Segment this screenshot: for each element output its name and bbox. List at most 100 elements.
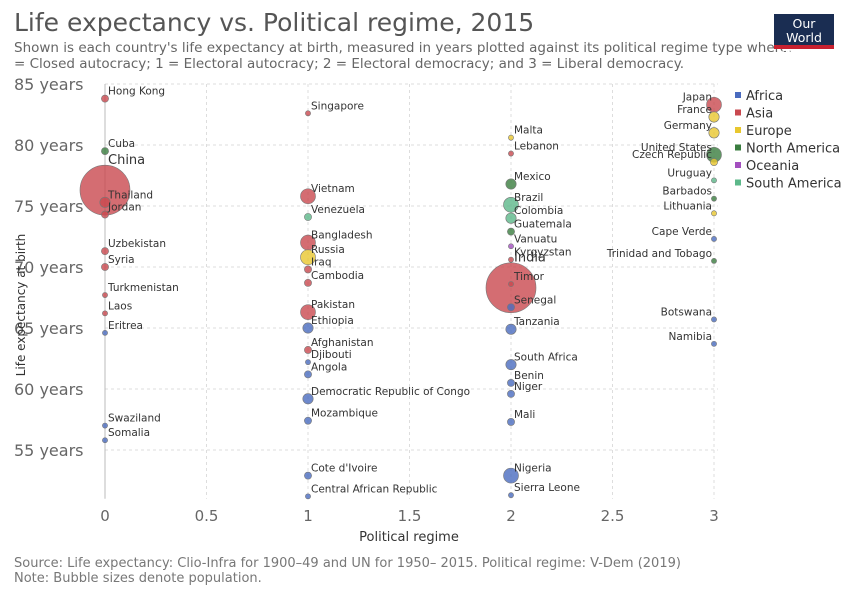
y-tick-label: 85 years — [14, 75, 83, 94]
point-label: India — [514, 251, 546, 266]
point-label: Sierra Leone — [514, 482, 580, 494]
bubble — [711, 341, 716, 346]
bubble — [508, 135, 513, 140]
point-label: Brazil — [514, 192, 543, 204]
legend-label: Oceania — [746, 159, 799, 174]
bubble — [711, 317, 716, 322]
bubble — [102, 311, 107, 316]
point-label: Venezuela — [311, 204, 365, 216]
point-label: Botswana — [661, 306, 712, 318]
legend-label: Asia — [746, 107, 773, 122]
x-tick-label: 0.5 — [195, 507, 219, 525]
point-label: Cambodia — [311, 270, 364, 282]
source-note: Source: Life expectancy: Clio-Infra for … — [14, 556, 681, 571]
footer: Source: Life expectancy: Clio-Infra for … — [14, 556, 681, 586]
bubble — [711, 196, 716, 201]
x-tick-label: 1.5 — [398, 507, 422, 525]
point-label: Ethiopia — [311, 315, 354, 327]
point-label: Djibouti — [311, 349, 352, 361]
legend-swatch — [735, 92, 741, 98]
bubble — [711, 211, 716, 216]
x-tick-label: 2 — [506, 507, 516, 525]
point-label: Niger — [514, 381, 543, 393]
point-label: Mali — [514, 409, 535, 421]
y-axis-label: Life expectancy at birth — [14, 234, 28, 377]
x-tick-label: 3 — [709, 507, 719, 525]
legend: Africa Asia Europe North America Oceania Sout… — [735, 89, 842, 192]
bubble-note: Note: Bubble sizes denote population. — [14, 571, 681, 586]
x-tick-label: 2.5 — [601, 507, 625, 525]
bubble — [508, 281, 513, 286]
bubble — [102, 292, 107, 297]
legend-swatch — [735, 162, 741, 168]
x-axis-label: Political regime — [359, 530, 459, 545]
point-label: Timor — [513, 271, 545, 283]
bubbles — [80, 95, 722, 499]
bubble — [711, 258, 716, 263]
point-label: France — [677, 104, 712, 116]
point-label: Cape Verde — [652, 226, 712, 238]
y-tick-label: 80 years — [14, 136, 83, 155]
point-label: Eritrea — [108, 320, 143, 332]
point-label: Afghanistan — [311, 337, 374, 349]
point-label: Germany — [664, 120, 712, 132]
point-label: Somalia — [108, 427, 150, 439]
legend-label: Africa — [746, 89, 783, 104]
bubble — [508, 151, 513, 156]
legend-label: North America — [746, 142, 840, 157]
point-label: Swaziland — [108, 413, 161, 425]
grid-lines — [105, 84, 718, 499]
point-label: Lebanon — [514, 141, 559, 153]
point-label: Angola — [311, 361, 347, 373]
point-label: Vanuatu — [514, 233, 557, 245]
point-label: Mexico — [514, 171, 551, 183]
point-label: Iraq — [311, 256, 332, 268]
point-label: Senegal — [514, 294, 556, 306]
bubble — [102, 330, 107, 335]
point-label: Mozambique — [311, 408, 378, 420]
point-label: Namibia — [669, 331, 712, 343]
bubble — [305, 111, 310, 116]
legend-swatch — [735, 180, 741, 186]
point-label: Colombia — [514, 205, 563, 217]
point-label: Tanzania — [513, 316, 560, 328]
point-label: Guatemala — [514, 219, 572, 231]
point-label: Malta — [514, 125, 543, 137]
point-label: Russia — [311, 244, 345, 256]
point-label: Cuba — [108, 138, 135, 150]
point-label: Czech Republic — [632, 149, 712, 161]
point-label: Singapore — [311, 100, 364, 112]
point-label: Trinidad and Tobago — [606, 248, 712, 260]
point-label: Vietnam — [311, 183, 355, 195]
bubble — [305, 494, 310, 499]
point-label: Bangladesh — [311, 230, 373, 242]
point-label: Hong Kong — [108, 86, 165, 98]
y-tick-label: 60 years — [14, 380, 83, 399]
legend-swatch — [735, 127, 741, 133]
point-label: Democratic Republic of Congo — [311, 386, 470, 398]
point-label: China — [108, 153, 145, 168]
point-label: Nigeria — [514, 463, 552, 475]
point-label: Japan — [682, 92, 712, 104]
point-label: Laos — [108, 300, 132, 312]
point-label: South Africa — [514, 352, 578, 364]
point-label: Lithuania — [663, 200, 712, 212]
bubble — [508, 244, 513, 249]
bubble — [102, 423, 107, 428]
bubble — [711, 178, 716, 183]
point-label: Thailand — [107, 189, 153, 201]
legend-swatch — [735, 110, 741, 116]
bubble — [711, 236, 716, 241]
y-tick-label: 75 years — [14, 197, 83, 216]
bubble — [508, 493, 513, 498]
legend-label: Europe — [746, 124, 792, 139]
bubble — [102, 438, 107, 443]
legend-label: South America — [746, 177, 842, 192]
x-tick-label: 0 — [100, 507, 110, 525]
point-label: Barbados — [662, 186, 712, 198]
point-label: Uzbekistan — [108, 238, 166, 250]
point-label: Uruguay — [667, 167, 712, 179]
point-label: Cote d'Ivoire — [311, 463, 377, 475]
y-tick-label: 55 years — [14, 441, 83, 460]
